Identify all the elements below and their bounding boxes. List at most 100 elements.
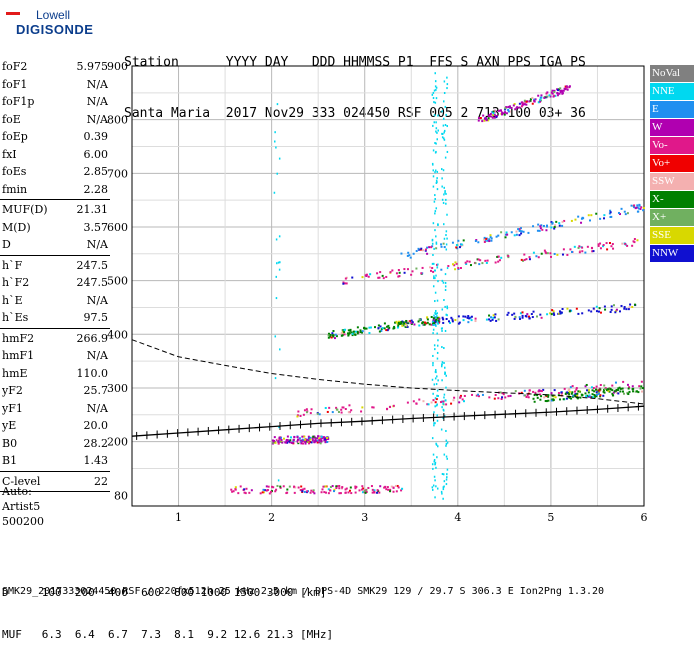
param-row: foEs 2.85 xyxy=(0,163,112,181)
echo-point xyxy=(594,388,597,391)
echo-point xyxy=(285,492,288,495)
echo-point xyxy=(286,488,289,491)
echo-point xyxy=(556,89,559,92)
echo-point xyxy=(539,398,542,401)
echo-point xyxy=(528,389,531,392)
echo-point xyxy=(628,306,631,309)
echo-point xyxy=(398,271,401,274)
echo-point xyxy=(350,409,353,412)
echo-point xyxy=(413,323,416,326)
echo-point xyxy=(386,486,389,489)
echo-point xyxy=(507,255,510,258)
echo-point xyxy=(458,401,461,404)
echo-point xyxy=(544,394,547,397)
echo-point xyxy=(505,112,508,115)
noise-point xyxy=(443,138,446,141)
param-divider xyxy=(0,470,110,472)
echo-point xyxy=(586,245,589,248)
param-row: foE N/A xyxy=(0,111,112,129)
noise-point xyxy=(444,305,446,308)
echo-point xyxy=(577,312,580,315)
echo-point xyxy=(331,332,334,335)
echo-point xyxy=(335,408,338,411)
echo-point xyxy=(539,313,542,316)
echo-point xyxy=(431,245,434,248)
echo-point xyxy=(237,492,240,495)
echo-point xyxy=(539,227,542,230)
echo-point xyxy=(537,101,540,104)
echo-point xyxy=(484,259,487,262)
echo-point xyxy=(383,322,386,325)
echo-point xyxy=(570,309,573,312)
echo-point xyxy=(540,94,543,97)
echo-point xyxy=(488,318,491,321)
echo-point xyxy=(476,258,479,261)
echo-point xyxy=(355,485,358,488)
echo-point xyxy=(523,253,526,256)
echo-point xyxy=(329,333,332,336)
echo-point xyxy=(528,315,531,318)
echo-point xyxy=(378,491,381,494)
echo-point xyxy=(558,398,561,401)
echo-point xyxy=(526,394,529,397)
echo-point xyxy=(306,490,309,493)
echo-point xyxy=(492,314,495,317)
echo-point xyxy=(262,491,265,494)
echo-point xyxy=(581,312,584,315)
echo-point xyxy=(467,321,470,324)
echo-point xyxy=(285,438,288,441)
echo-point xyxy=(638,204,641,207)
echo-point xyxy=(553,389,556,392)
echo-point xyxy=(471,393,474,396)
noise-point xyxy=(446,87,448,90)
echo-point xyxy=(377,276,380,279)
echo-point xyxy=(395,320,398,323)
echo-point xyxy=(611,384,614,387)
echo-point xyxy=(393,325,396,328)
echo-point xyxy=(612,391,615,394)
echo-point xyxy=(345,282,348,285)
echo-point xyxy=(435,398,438,401)
echo-point xyxy=(371,491,374,494)
echo-point xyxy=(470,319,473,322)
param-name: hmF1 xyxy=(2,349,35,362)
echo-point xyxy=(603,384,606,387)
noise-point xyxy=(434,405,436,408)
echo-point xyxy=(599,217,602,220)
echo-point xyxy=(314,437,317,440)
echo-point xyxy=(297,410,300,413)
legend-item: NNE xyxy=(650,83,694,100)
echo-point xyxy=(497,397,500,400)
legend-item: SSW xyxy=(650,173,694,190)
echo-point xyxy=(538,389,541,392)
echo-point xyxy=(477,395,480,398)
noise-point xyxy=(433,277,435,280)
echo-point xyxy=(464,315,467,318)
echo-point xyxy=(301,490,304,493)
noise-point xyxy=(433,314,435,317)
echo-point xyxy=(539,100,542,103)
echo-point xyxy=(611,243,614,246)
echo-point xyxy=(296,415,299,418)
param-name: foE xyxy=(2,112,21,126)
echo-point xyxy=(477,117,480,120)
echo-point xyxy=(400,322,403,325)
echo-point xyxy=(520,258,523,261)
noise-point xyxy=(279,261,281,264)
echo-point xyxy=(554,396,557,399)
echo-point xyxy=(531,102,534,105)
echo-point xyxy=(329,335,332,338)
echo-point xyxy=(506,233,509,236)
noise-point xyxy=(432,332,434,335)
echo-point xyxy=(598,387,601,390)
noise-point xyxy=(445,243,448,246)
echo-point xyxy=(426,252,429,255)
echo-point xyxy=(505,231,508,234)
echo-point xyxy=(614,381,617,384)
echo-point xyxy=(250,489,253,492)
noise-point xyxy=(445,202,447,205)
echo-point xyxy=(361,331,364,334)
echo-point xyxy=(296,436,299,439)
echo-point xyxy=(320,435,323,438)
echo-point xyxy=(306,438,309,441)
